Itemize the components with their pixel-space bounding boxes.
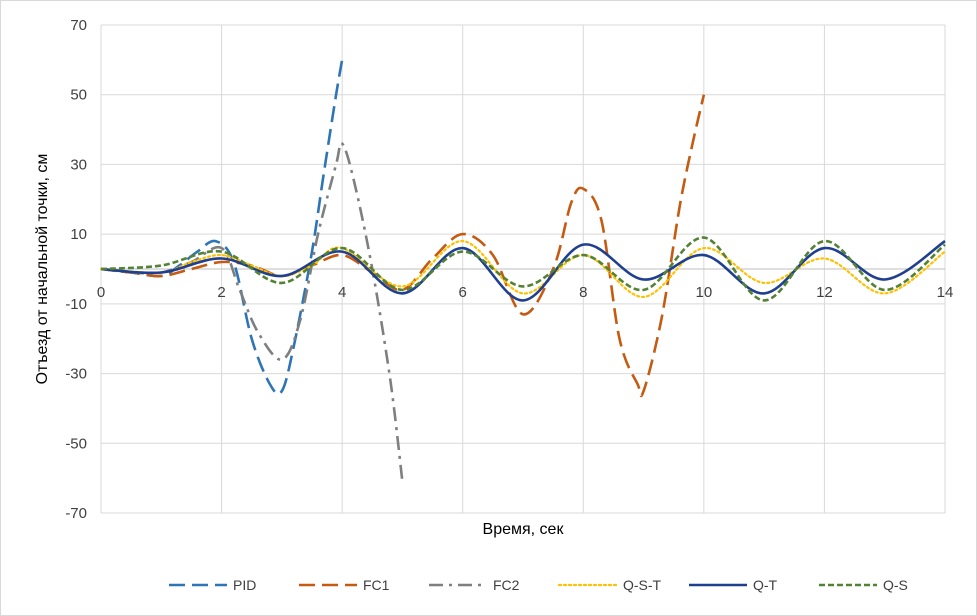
series-line-fc2 (100, 141, 404, 482)
legend-label-fc1: FC1 (363, 577, 390, 593)
y-tick-label: -30 (65, 366, 87, 383)
series-line-pid (100, 59, 344, 396)
series-line-q-s-t (99, 239, 947, 299)
y-tick-label: 50 (70, 87, 87, 104)
x-tick-label: 0 (97, 284, 105, 301)
x-tick-label: 4 (338, 284, 346, 301)
y-tick-label: -10 (65, 296, 87, 313)
y-tick-label: 70 (70, 17, 87, 34)
series-line-q-s (100, 236, 946, 302)
legend-label-q-t: Q-T (753, 577, 778, 593)
y-tick-label: 30 (70, 156, 87, 173)
x-tick-label: 10 (696, 284, 713, 301)
x-tick-label: 14 (937, 284, 954, 301)
series-lines (99, 59, 947, 482)
y-tick-label: -50 (65, 435, 87, 452)
y-tick-label: 10 (70, 226, 87, 243)
legend-label-pid: PID (233, 577, 256, 593)
legend-label-q-s: Q-S (883, 577, 908, 593)
x-tick-label: 6 (459, 284, 467, 301)
tick-labels: -70 -50 -30 -10 10 30 50 70 0 2 4 6 8 10 12 14 (65, 17, 953, 522)
legend-label-fc2: FC2 (493, 577, 520, 593)
y-axis-title: Отъезд от начальной точки, см (34, 154, 51, 385)
x-axis-title: Время, сек (483, 521, 565, 538)
legend-label-q-s-t: Q-S-T (623, 577, 662, 593)
y-tick-label: -70 (65, 505, 87, 522)
x-tick-label: 12 (816, 284, 833, 301)
x-tick-label: 8 (579, 284, 587, 301)
series-line-fc1 (100, 94, 706, 398)
legend: PID FC1 FC2 Q-S-T Q-T Q-S (169, 577, 908, 593)
x-tick-label: 2 (217, 284, 225, 301)
grid (100, 24, 946, 514)
